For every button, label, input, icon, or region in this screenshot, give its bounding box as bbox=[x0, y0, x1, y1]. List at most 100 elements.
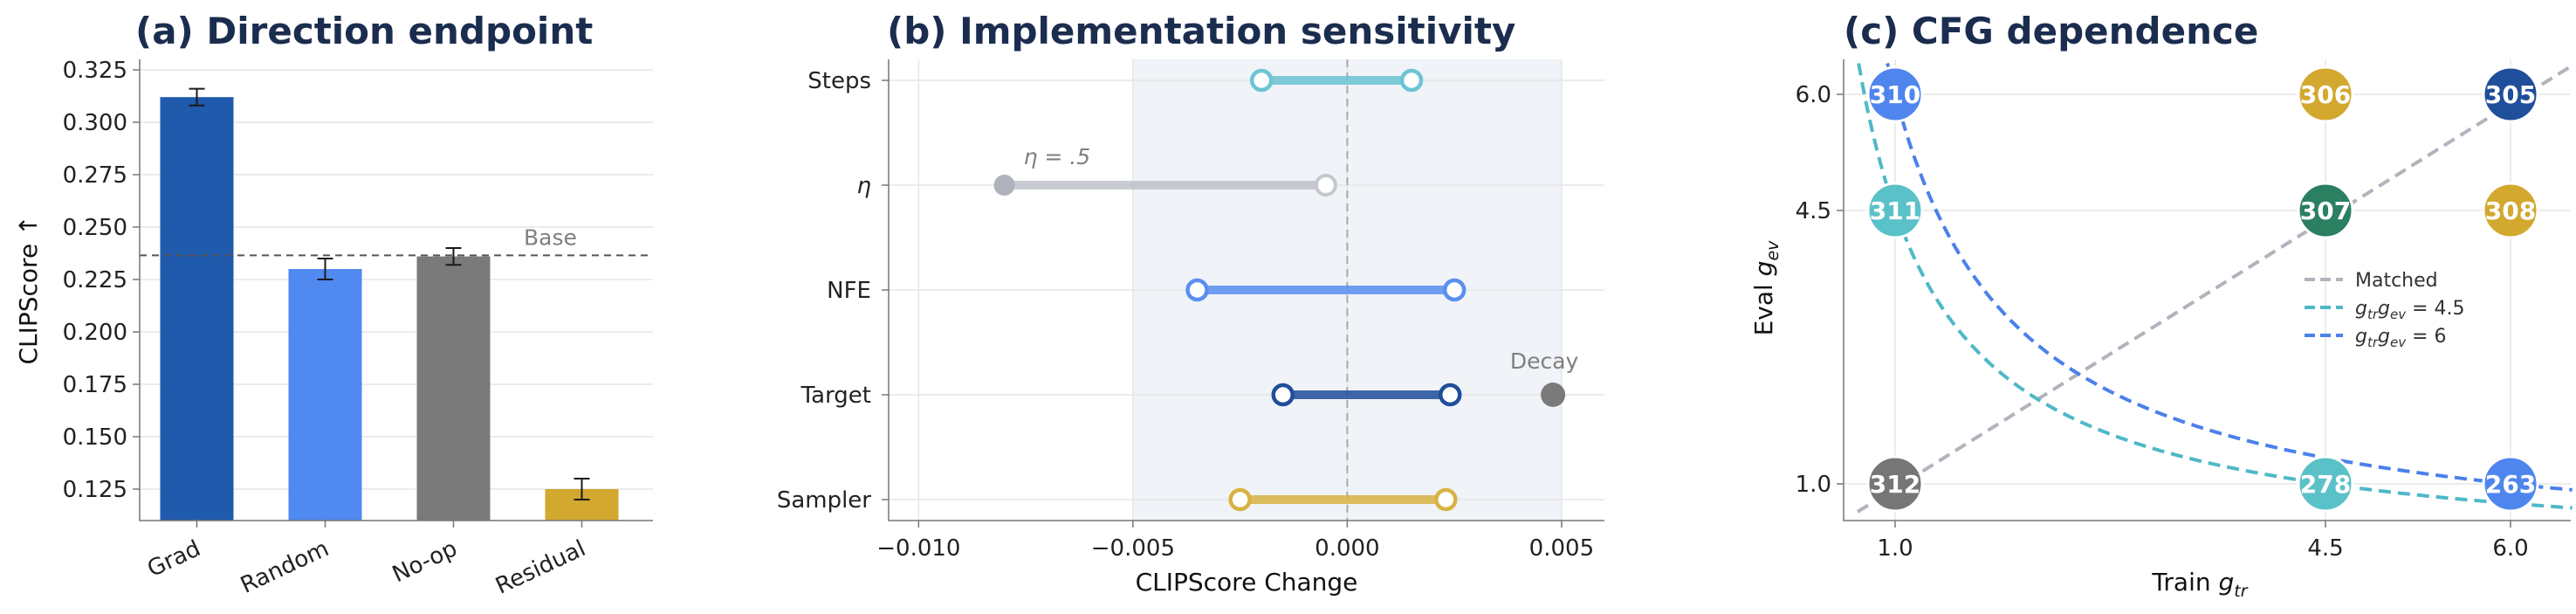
range-start-point bbox=[1185, 278, 1209, 302]
range-start-point bbox=[1249, 68, 1274, 93]
row-sampler: Sampler bbox=[777, 487, 1458, 514]
base-reference-label: Base bbox=[524, 224, 577, 250]
panel-b-axes bbox=[888, 59, 1604, 521]
range-end-point bbox=[1438, 383, 1462, 407]
range-end-point bbox=[1434, 487, 1458, 512]
panel-c-xtick-label: 4.5 bbox=[2307, 535, 2343, 562]
row-label: Target bbox=[800, 383, 871, 409]
panel-a-axes bbox=[139, 59, 653, 521]
point-bubble bbox=[2297, 455, 2354, 513]
legend-label: gtrgev = 6 bbox=[2355, 326, 2447, 350]
panel-c-title: (c) CFG dependence bbox=[1844, 10, 2258, 52]
point-bubble bbox=[1866, 455, 1924, 513]
point-bubble bbox=[2482, 66, 2539, 123]
cfg-point: 306 bbox=[2297, 66, 2354, 123]
legend-entry: gtrgev = 4.5 bbox=[2305, 298, 2465, 322]
panel-a-ytick-label: 0.225 bbox=[63, 267, 127, 293]
row-steps: Steps bbox=[807, 68, 1424, 94]
point-value: 305 bbox=[2485, 80, 2536, 109]
row-label: η bbox=[857, 173, 871, 199]
panel-a-xtick-label: No-op bbox=[388, 535, 461, 588]
panel-a-ytick-label: 0.200 bbox=[63, 320, 127, 346]
panel-b-xlabel: CLIPScore Change bbox=[1136, 568, 1358, 597]
range-start-point bbox=[1228, 487, 1252, 512]
point-bubble bbox=[2297, 66, 2354, 123]
panel-b-xtick-label: 0.005 bbox=[1529, 535, 1594, 562]
decay-point bbox=[1541, 383, 1566, 407]
bar-noop bbox=[416, 256, 491, 521]
panel-cfg-dependence: (c) CFG dependence 310 306 305 311 307 308 312… bbox=[1749, 10, 2573, 601]
panel-a-ytick-label: 0.175 bbox=[63, 372, 127, 398]
panel-a-ylabel: CLIPScore ↑ bbox=[14, 215, 43, 364]
point-value: 306 bbox=[2300, 80, 2351, 109]
point-value: 308 bbox=[2485, 197, 2536, 225]
point-value: 310 bbox=[1870, 80, 1920, 109]
panel-a-ytick-label: 0.275 bbox=[63, 162, 127, 189]
legend-entry: Matched bbox=[2305, 270, 2438, 292]
row-nfe: NFE bbox=[827, 278, 1467, 304]
matched-line bbox=[1856, 65, 2573, 514]
point-value: 307 bbox=[2300, 197, 2351, 225]
point-bubble bbox=[2482, 182, 2539, 239]
cfg-point: 305 bbox=[2482, 66, 2539, 123]
row-target: Target Decay bbox=[800, 348, 1579, 409]
panel-a-xtick-label: Grad bbox=[143, 535, 204, 583]
panel-a-ytick-label: 0.125 bbox=[63, 477, 127, 503]
row-label: Steps bbox=[807, 68, 871, 94]
range-start-point bbox=[1271, 383, 1295, 407]
cfg-point: 307 bbox=[2297, 182, 2354, 239]
panel-b-xtick-label: −0.010 bbox=[876, 535, 960, 562]
legend-label: gtrgev = 4.5 bbox=[2355, 298, 2465, 322]
panel-a-ytick-label: 0.250 bbox=[63, 215, 127, 241]
panel-c-xlabel: Train gtr bbox=[2151, 568, 2248, 601]
panel-implementation-sensitivity: (b) Implementation sensitivity Steps η η =… bbox=[777, 10, 1604, 597]
panel-a-ytick-label: 0.150 bbox=[63, 424, 127, 451]
panel-direction-endpoint: (a) Direction endpoint 0.125 0.150 0.175 0.… bbox=[14, 10, 653, 600]
point-bubble bbox=[1866, 182, 1924, 239]
eta-annotation: η = .5 bbox=[1024, 144, 1091, 169]
panel-a-ytick-label: 0.300 bbox=[63, 110, 127, 136]
panel-a-xtick-label: Residual bbox=[491, 535, 589, 600]
range-start-point bbox=[993, 175, 1015, 196]
point-value: 278 bbox=[2300, 470, 2351, 499]
cfg-point: 311 bbox=[1866, 182, 1924, 239]
range-end-point bbox=[1442, 278, 1467, 302]
bar-grad bbox=[160, 97, 234, 521]
point-value: 312 bbox=[1870, 470, 1920, 499]
panel-c-axes bbox=[1843, 59, 2571, 521]
panel-c-ytick-label: 6.0 bbox=[1796, 82, 1831, 108]
legend-label: Matched bbox=[2355, 270, 2438, 292]
cfg-point: 312 bbox=[1866, 455, 1924, 513]
panel-c-xtick-label: 1.0 bbox=[1877, 535, 1913, 562]
panel-c-ytick-label: 1.0 bbox=[1796, 472, 1831, 498]
cfg-point: 263 bbox=[2482, 455, 2539, 513]
curve-product-6 bbox=[1886, 63, 2573, 492]
panel-a-ytick-label: 0.325 bbox=[63, 58, 127, 84]
row-label: NFE bbox=[827, 278, 871, 304]
row-label: Sampler bbox=[777, 487, 871, 514]
point-value: 311 bbox=[1870, 197, 1920, 225]
panel-c-xtick-label: 6.0 bbox=[2492, 535, 2528, 562]
decay-label: Decay bbox=[1510, 348, 1579, 374]
range-end-point bbox=[1399, 68, 1424, 93]
cfg-point: 308 bbox=[2482, 182, 2539, 239]
legend-entry: gtrgev = 6 bbox=[2305, 326, 2447, 350]
cfg-point: 310 bbox=[1866, 66, 1924, 123]
panel-b-xtick-label: 0.000 bbox=[1315, 535, 1379, 562]
panel-c-ylabel: Eval gev bbox=[1749, 240, 1783, 336]
range-end-point bbox=[1314, 174, 1337, 197]
panel-a-title: (a) Direction endpoint bbox=[135, 10, 593, 52]
point-bubble bbox=[1866, 66, 1924, 123]
panel-c-ytick-label: 4.5 bbox=[1796, 198, 1831, 224]
point-value: 263 bbox=[2485, 470, 2536, 499]
point-bubble bbox=[2297, 182, 2354, 239]
panel-b-xtick-label: −0.005 bbox=[1091, 535, 1175, 562]
row-eta: η η = .5 bbox=[857, 144, 1337, 199]
bar-random bbox=[288, 269, 362, 521]
curve-product-4-5 bbox=[1857, 63, 2573, 510]
panel-b-title: (b) Implementation sensitivity bbox=[887, 10, 1515, 52]
cfg-point: 278 bbox=[2297, 455, 2354, 513]
panel-a-xtick-label: Random bbox=[237, 535, 333, 599]
point-bubble bbox=[2482, 455, 2539, 513]
